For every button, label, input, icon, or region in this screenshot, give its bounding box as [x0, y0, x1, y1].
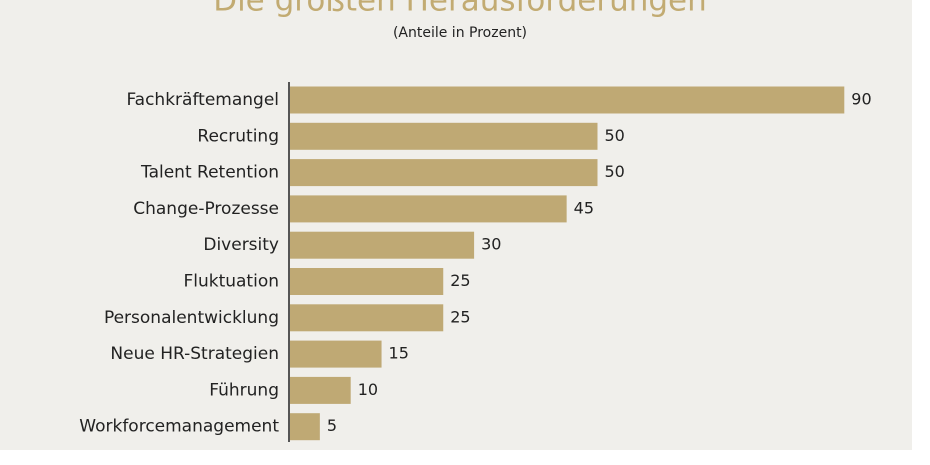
value-label: 25 [450, 307, 470, 326]
value-label: 90 [851, 90, 871, 109]
bar [289, 195, 567, 223]
bar [289, 86, 845, 114]
value-label: 5 [327, 416, 337, 435]
value-label: 45 [574, 198, 594, 217]
value-label: 30 [481, 235, 501, 254]
category-label: Personalentwicklung [104, 308, 279, 328]
category-label: Fachkräftemangel [126, 90, 279, 110]
category-label: Neue HR-Strategien [110, 344, 279, 364]
category-label: Recruting [197, 126, 279, 146]
value-label: 25 [450, 271, 470, 290]
category-label: Workforcemanagement [79, 417, 279, 437]
value-label: 50 [605, 126, 625, 145]
category-label: Change-Prozesse [133, 199, 279, 219]
category-label: Diversity [203, 235, 279, 255]
bar [289, 340, 382, 368]
category-label: Fluktuation [183, 272, 279, 292]
bar [289, 304, 444, 332]
bar [289, 159, 598, 187]
bar [289, 376, 351, 404]
chart-subtitle: (Anteile in Prozent) [393, 25, 527, 41]
chart-title: Die größten Herausforderungen [213, 0, 707, 19]
bar [289, 268, 444, 295]
value-label: 10 [358, 380, 378, 399]
panel [0, 0, 912, 450]
bar [289, 122, 598, 150]
bar [289, 231, 475, 259]
value-label: 15 [389, 344, 409, 363]
value-label: 50 [605, 162, 625, 181]
category-label: Führung [209, 380, 279, 400]
bar [289, 413, 320, 441]
category-label: Talent Retention [140, 163, 279, 183]
